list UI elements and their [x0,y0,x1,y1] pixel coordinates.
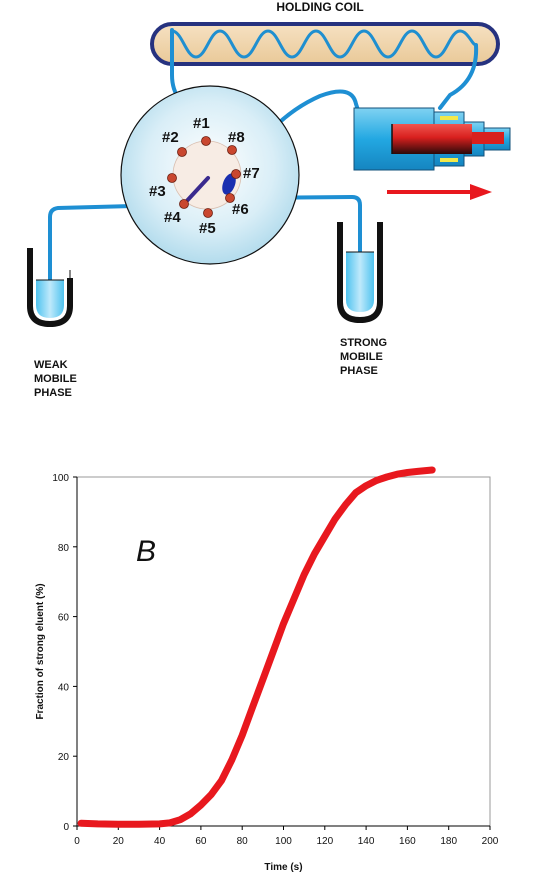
port-8 [227,145,237,155]
plunger-direction-arrow [387,184,492,200]
weak-label-line-1: WEAK [34,359,68,371]
x-tick-label: 160 [399,836,416,847]
port-3 [167,173,177,183]
port-6 [225,193,235,203]
rotor-capsule [222,173,236,195]
port-1 [201,136,211,146]
port-labels: #1 #2 #3 #4 #5 #6 #7 #8 [149,115,260,237]
syringe-plunger [392,124,472,154]
port-7 [231,169,241,179]
y-tick-label: 80 [58,543,70,554]
port-2-label: #2 [162,129,179,146]
weak-phase-container [27,248,73,328]
x-tick-label: 100 [275,836,292,847]
coil-helix [171,29,477,59]
y-tick-label: 20 [58,752,70,763]
weak-label-line-2: MOBILE [34,373,77,385]
x-tick-label: 80 [237,836,249,847]
weak-label-line-3: PHASE [34,387,72,399]
port-1-label: #1 [193,115,210,132]
plot-area [76,476,491,827]
valve-ports [167,136,241,218]
eluent-fraction-chart: 0 20 40 60 80 100 120 140 160 180 200020406080100 … [35,466,499,873]
x-tick-label: 140 [358,836,375,847]
tick-labels: 0 20 40 60 80 100 120 140 160 180 200 0 20 40 60 80 100 [52,473,498,847]
x-tick-label: 40 [154,836,166,847]
holding-coil [150,22,500,66]
y-tick-label: 40 [58,682,70,693]
x-tick-label: 60 [195,836,207,847]
port-6-label: #6 [232,201,249,218]
series-layer [77,466,436,828]
port-4-label: #4 [164,209,181,226]
holding-coil-label: HOLDING COIL [276,0,363,14]
x-tick-label: 180 [440,836,457,847]
port-5 [203,208,213,218]
port-7-label: #7 [243,165,260,182]
strong-label-line-3: PHASE [340,365,378,377]
y-tick-label: 0 [63,822,69,833]
panel-label: B [136,535,156,568]
valve-diagram: HOLDING COIL [27,0,511,399]
strong-phase-tube [230,194,362,292]
x-tick-label: 200 [482,836,499,847]
port-2 [177,147,187,157]
y-axis-title: Fraction of strong eluent (%) [35,583,46,719]
x-tick-label: 20 [113,836,125,847]
series-line-0 [77,466,436,828]
port-8-label: #8 [228,129,245,146]
coil-to-syringe-tube [438,43,479,110]
y-tick-label: 60 [58,613,70,624]
syringe-pump [353,107,511,171]
y-tick-label: 100 [52,473,69,484]
x-axis-title: Time (s) [264,862,302,873]
strong-phase-container [337,222,383,324]
port-3-label: #3 [149,183,166,200]
selection-valve [120,85,300,265]
port-4 [179,199,189,209]
x-tick-label: 120 [316,836,333,847]
port-5-label: #5 [199,220,216,237]
x-tick-label: 0 [74,836,80,847]
strong-label-line-2: MOBILE [340,351,383,363]
rotor-channel [182,176,210,206]
weak-phase-tube [48,202,212,302]
strong-label-line-1: STRONG [340,337,387,349]
